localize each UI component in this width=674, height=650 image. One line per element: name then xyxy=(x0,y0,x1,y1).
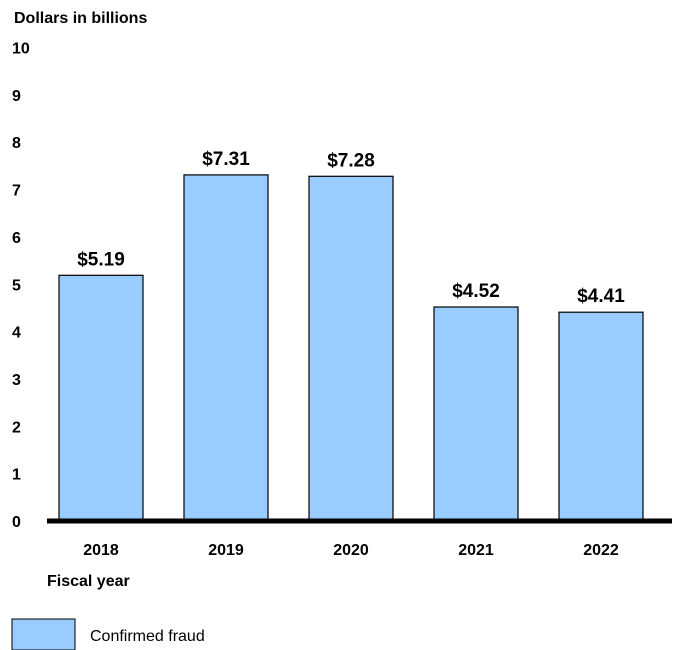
bar xyxy=(558,311,644,522)
x-category-label: 2021 xyxy=(458,542,494,559)
y-ticks: 0 1 2 3 4 5 6 7 8 9 10 xyxy=(12,41,30,532)
y-tick-label: 2 xyxy=(12,419,21,436)
legend: Confirmed fraud xyxy=(11,618,205,650)
legend-swatch xyxy=(11,618,76,650)
y-tick-label: 10 xyxy=(12,41,30,58)
y-tick-label: 7 xyxy=(12,183,21,200)
bar-value-label: $4.52 xyxy=(452,281,500,302)
x-category-label: 2020 xyxy=(333,542,369,559)
bars xyxy=(58,174,644,522)
y-tick-label: 5 xyxy=(12,277,21,294)
y-tick-label: 4 xyxy=(12,325,21,342)
y-tick-label: 6 xyxy=(12,230,21,247)
y-tick-label: 9 xyxy=(12,88,21,105)
x-axis-label: Fiscal year xyxy=(47,573,130,590)
bar-value-label: $7.28 xyxy=(327,150,375,171)
bar-value-label: $4.41 xyxy=(577,286,625,307)
data-labels: $5.19 $7.31 $7.28 $4.52 $4.41 xyxy=(77,149,625,307)
legend-label: Confirmed fraud xyxy=(90,628,205,645)
bar-value-label: $5.19 xyxy=(77,249,125,270)
x-category-label: 2018 xyxy=(83,542,119,559)
bar xyxy=(308,175,394,522)
y-tick-label: 3 xyxy=(12,372,21,389)
y-tick-label: 1 xyxy=(12,467,21,484)
bar-value-label: $7.31 xyxy=(202,149,250,170)
bar xyxy=(433,306,519,522)
y-tick-label: 0 xyxy=(12,514,21,531)
bar xyxy=(58,274,144,522)
bar xyxy=(183,174,269,522)
x-category-label: 2019 xyxy=(208,542,244,559)
x-category-labels: 2018 2019 2020 2021 2022 xyxy=(83,542,619,559)
y-axis-label: Dollars in billions xyxy=(14,10,147,27)
y-tick-label: 8 xyxy=(12,135,21,152)
x-category-label: 2022 xyxy=(583,542,619,559)
